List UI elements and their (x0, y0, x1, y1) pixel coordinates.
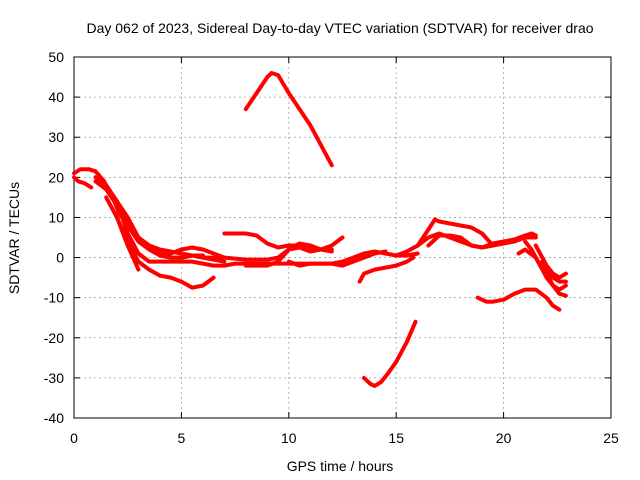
series-line-arc18 (426, 231, 538, 250)
plot-frame (73, 56, 612, 419)
series-line-arc14 (357, 255, 416, 284)
series-line-arc19 (475, 287, 562, 312)
y-tick-label: 50 (48, 49, 64, 65)
series-line-arc6 (115, 215, 216, 290)
series-line-arc15 (362, 319, 418, 388)
series-line-arc17 (415, 217, 495, 248)
data-series (72, 71, 568, 388)
x-tick-label: 15 (388, 430, 404, 446)
series-line-arc5 (93, 179, 227, 260)
series-line-arc1 (72, 175, 94, 190)
y-axis-label: SDTVAR / TECUs (6, 182, 22, 294)
y-tick-label: 0 (56, 250, 64, 266)
y-tick-label: -20 (44, 330, 64, 346)
series-line-arc23 (540, 259, 568, 284)
y-tick-label: 10 (48, 209, 64, 225)
series-line-arc13 (286, 249, 388, 268)
x-tick-label: 0 (70, 430, 78, 446)
y-tick-label: -30 (44, 370, 64, 386)
grid (74, 57, 611, 418)
series-line-arc7 (104, 195, 141, 272)
axis-ticks: 0 5 10 15 20 25 -40 -30 -20 -10 0 10 20 30 40 50 (44, 49, 619, 446)
x-axis-label: GPS time / hours (287, 458, 394, 474)
series-line-arc12 (243, 71, 334, 168)
x-tick-label: 10 (281, 430, 297, 446)
y-tick-label: 40 (48, 89, 64, 105)
x-tick-label: 20 (496, 430, 512, 446)
y-tick-label: -40 (44, 410, 64, 426)
series-line-arc22 (523, 239, 568, 298)
y-tick-label: 20 (48, 169, 64, 185)
x-tick-label: 25 (603, 430, 619, 446)
chart-title: Day 062 of 2023, Sidereal Day-to-day VTE… (86, 20, 593, 36)
series-line-arc11 (243, 235, 345, 268)
y-tick-label: 30 (48, 129, 64, 145)
series-line-arc21 (533, 243, 568, 280)
y-tick-label: -10 (44, 290, 64, 306)
x-tick-label: 5 (178, 430, 186, 446)
